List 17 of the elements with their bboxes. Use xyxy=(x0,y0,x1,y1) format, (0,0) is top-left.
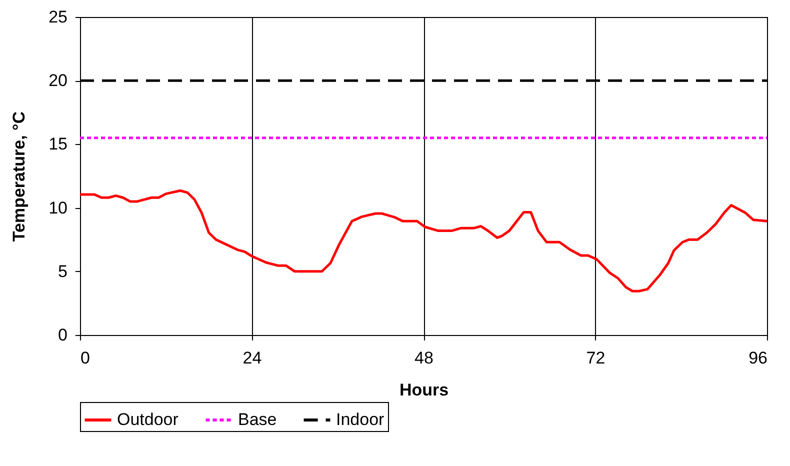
legend-label: Base xyxy=(238,410,277,429)
legend-label: Indoor xyxy=(336,410,385,429)
y-tick-label: 15 xyxy=(48,134,68,154)
y-tick-label: 10 xyxy=(48,198,68,218)
line-series xyxy=(78,189,768,292)
x-axis-title: Hours xyxy=(399,380,449,400)
x-tick-label: 0 xyxy=(80,348,90,368)
x-tick-label: 24 xyxy=(242,348,262,368)
x-tick-label: 48 xyxy=(414,348,434,368)
y-tick-label: 0 xyxy=(58,326,68,344)
y-tick-label: 5 xyxy=(58,262,68,281)
y-axis-title: Temperature, °C xyxy=(10,111,29,242)
y-tick-label: 20 xyxy=(48,71,68,90)
x-tick-label: 96 xyxy=(748,348,768,368)
y-tick-label: 25 xyxy=(48,8,68,26)
x-tick-label: 72 xyxy=(586,348,606,368)
legend-label: Outdoor xyxy=(117,410,179,429)
